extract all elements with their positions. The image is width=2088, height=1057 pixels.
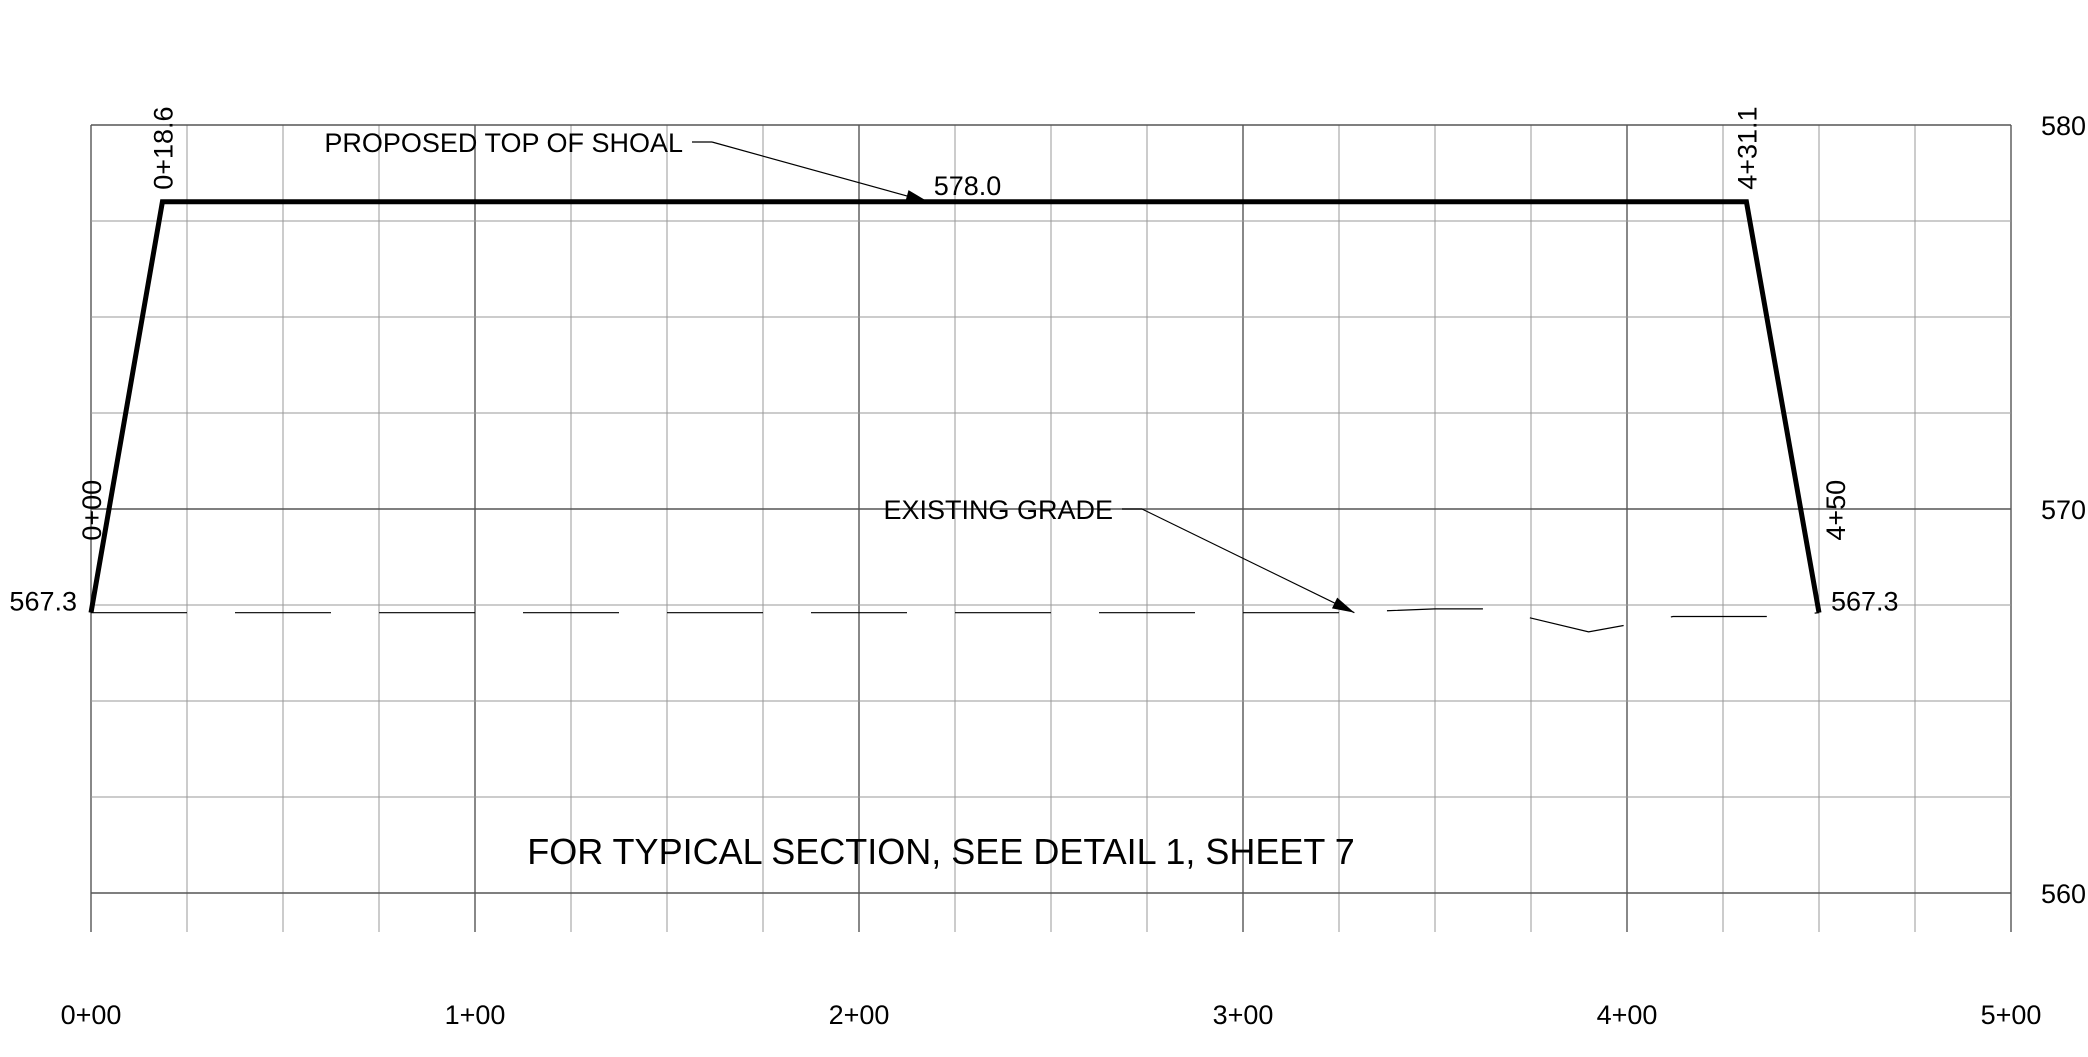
- x-tick-label: 2+00: [829, 1000, 890, 1030]
- x-tick-label: 3+00: [1213, 1000, 1274, 1030]
- section-note: FOR TYPICAL SECTION, SEE DETAIL 1, SHEET…: [527, 831, 1355, 872]
- grid: [90, 124, 2012, 932]
- callout-text: PROPOSED TOP OF SHOAL: [324, 128, 683, 158]
- x-tick-label: 1+00: [445, 1000, 506, 1030]
- y-tick-label: 570: [2041, 495, 2086, 525]
- station-label: 0+00: [77, 480, 107, 541]
- y-tick-label: 560: [2041, 879, 2086, 909]
- labels: 0+00 1+00 2+00 3+00 4+00 5+00 560 570 580 0+00 0+1…: [9, 106, 2086, 1030]
- proposed-shoal-line: [88, 199, 1822, 614]
- callout-leader: [1141, 508, 1355, 614]
- station-label: 4+31.1: [1732, 106, 1762, 189]
- x-tick-label: 5+00: [1981, 1000, 2042, 1030]
- callouts: PROPOSED TOP OF SHOAL EXISTING GRADE: [324, 128, 1355, 614]
- series-layer: [88, 199, 1822, 633]
- station-label: 0+18.6: [148, 106, 178, 189]
- x-tick-label: 4+00: [1597, 1000, 1658, 1030]
- callout-leader: [711, 141, 929, 203]
- existing-grade-line: [91, 608, 1820, 633]
- station-label: 4+50: [1821, 480, 1851, 541]
- y-tick-label: 580: [2041, 111, 2086, 141]
- elevation-label: 567.3: [1831, 587, 1899, 617]
- callout-arrowhead: [905, 190, 929, 202]
- elevation-label: 578.0: [934, 171, 1002, 201]
- x-tick-label: 0+00: [61, 1000, 122, 1030]
- callout-arrowhead: [1331, 597, 1355, 613]
- callout-text: EXISTING GRADE: [883, 495, 1113, 525]
- elevation-label: 567.3: [9, 587, 77, 617]
